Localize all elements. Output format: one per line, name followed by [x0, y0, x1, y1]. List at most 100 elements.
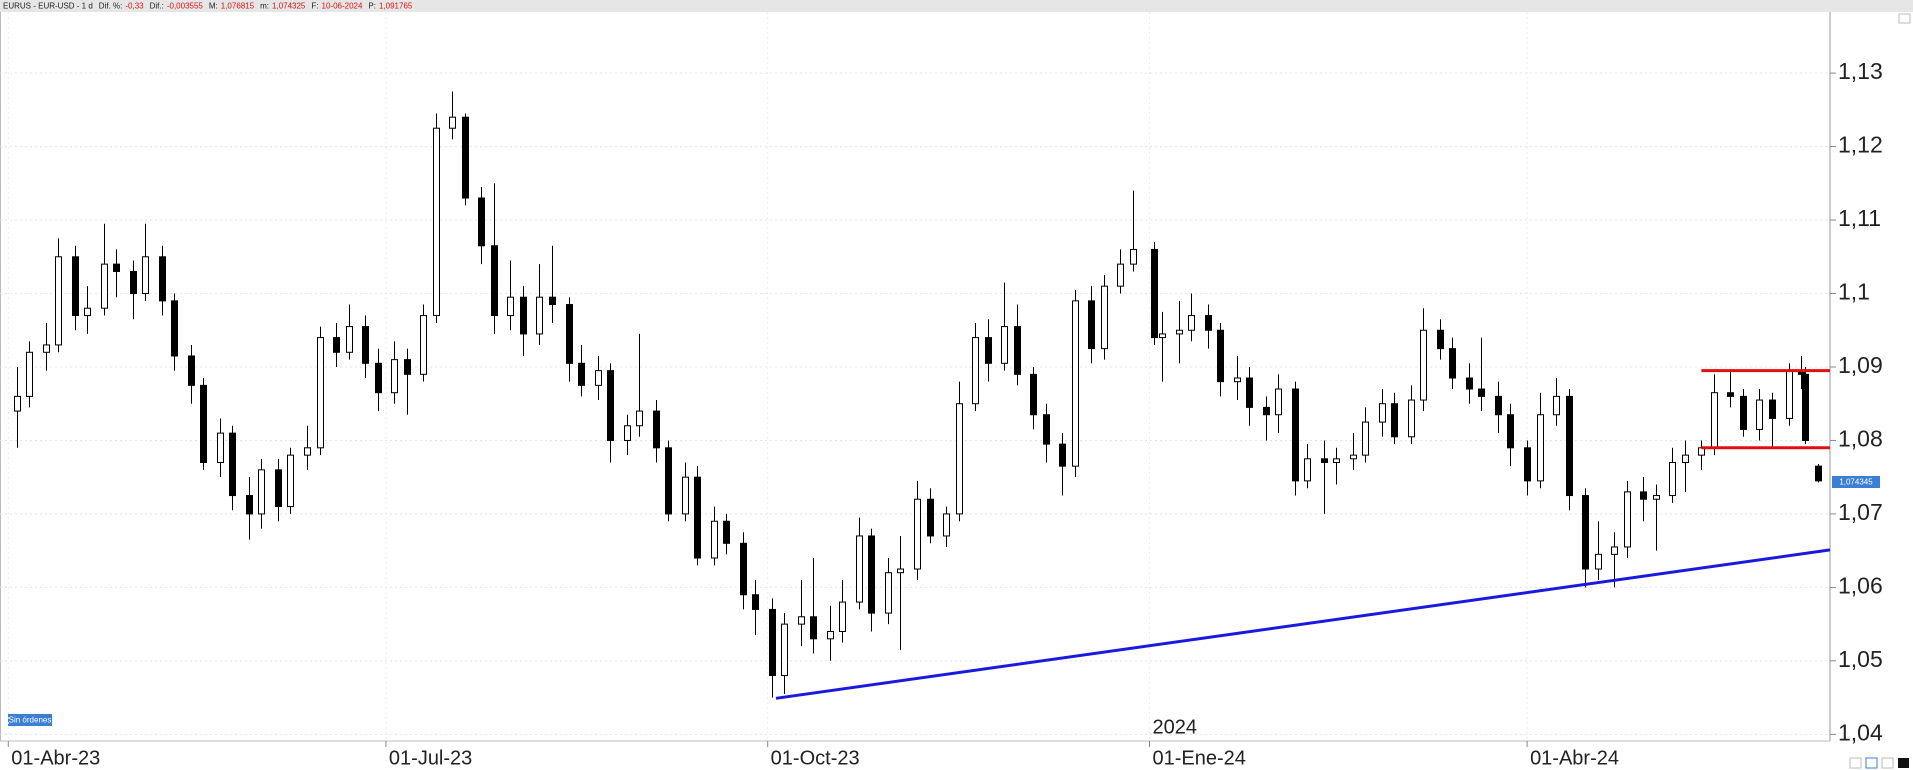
candle-body [927, 498, 934, 537]
candle-body [1246, 377, 1253, 408]
candle-body [346, 326, 353, 353]
candle-body [566, 304, 573, 364]
candle-body [1263, 406, 1270, 416]
window-button[interactable] [1865, 757, 1878, 769]
candle-body [101, 263, 108, 309]
y-tick-label: 1,13 [1838, 58, 1883, 84]
candle-body [1072, 300, 1079, 467]
header-value: -0,003555 [167, 2, 204, 11]
candle-body [275, 469, 282, 508]
candle-body [798, 616, 805, 625]
candle-body [682, 476, 689, 515]
candle-body [1669, 461, 1676, 497]
candle-body [1350, 454, 1357, 460]
candle-body [1653, 495, 1660, 500]
candle-body [1524, 447, 1531, 482]
header-label: P: [368, 2, 376, 11]
header-label: F: [311, 2, 318, 11]
candle-body [827, 630, 834, 640]
y-tick-label: 1,04 [1838, 719, 1883, 745]
candle-body [159, 256, 166, 302]
candle-body [113, 263, 120, 272]
candle-body [1275, 388, 1282, 416]
candle-body [1466, 377, 1473, 390]
candle-body [694, 476, 701, 559]
candle-body [433, 127, 440, 317]
candle-body [26, 351, 33, 397]
candle-body [1595, 553, 1602, 570]
header-label: m: [260, 2, 269, 11]
window-button[interactable] [1881, 757, 1894, 769]
candle-body [595, 370, 602, 386]
candle-body [810, 616, 817, 640]
header-label: Dif.: [150, 2, 164, 11]
candle-body [362, 326, 369, 364]
candle-body [723, 520, 730, 544]
candle-body [333, 337, 340, 353]
last-price-label: 1,074345 [1839, 478, 1873, 487]
candle-body [985, 337, 992, 364]
candle-body [200, 384, 207, 463]
last-price-box [1832, 475, 1880, 488]
candle-body [14, 395, 21, 412]
candle-body [1159, 333, 1166, 339]
candle-body [1188, 315, 1195, 331]
x-tick-label: 01-Jul-23 [389, 747, 472, 769]
candle-body [1682, 454, 1689, 463]
candle-body [1611, 546, 1618, 555]
candle-body [1478, 388, 1485, 397]
symbol: EURUS - EUR-USD - 1 d [3, 2, 93, 11]
header-value: -0,33 [125, 2, 144, 11]
candles [14, 91, 1822, 698]
candle-body [1437, 329, 1444, 350]
candle-body [304, 447, 311, 456]
candle-body [1553, 395, 1560, 416]
window-button[interactable] [1898, 758, 1909, 768]
candle-body [1449, 348, 1456, 379]
x-tick-label: 01-Oct-23 [771, 747, 860, 769]
candle-body [856, 535, 863, 603]
candle-body [1815, 465, 1822, 482]
candle-body [1043, 414, 1050, 445]
grid: 1,04 1,05 1,06 1,07 1,08 1,09 1,1 1,11 1,12 1,13 0… [0, 12, 1883, 769]
candle-body [914, 498, 921, 570]
x-tick-label: 01-Abr-24 [1530, 747, 1619, 769]
candle-body [1117, 263, 1124, 287]
x-tick-label: 01-Ene-24 [1152, 747, 1245, 769]
window-button[interactable] [1849, 757, 1862, 769]
candle-body [258, 469, 265, 515]
candle-body [1101, 285, 1108, 350]
candle-body [491, 245, 498, 317]
candle-body [520, 296, 527, 335]
candle-body [1014, 326, 1021, 375]
header-label: Dif. %: [99, 2, 123, 11]
trendline [775, 548, 1831, 700]
candle-body [711, 520, 718, 559]
header-bar [0, 0, 1913, 12]
candle-body [653, 410, 660, 449]
candle-body [1786, 370, 1793, 419]
header-value: 1,091765 [379, 2, 413, 11]
candle-body [478, 197, 485, 247]
candle-body [1582, 495, 1589, 570]
candle-body [217, 432, 224, 463]
candle-body [142, 256, 149, 295]
candle-body [507, 296, 514, 317]
candle-body [897, 568, 904, 574]
candle-body [1362, 421, 1369, 456]
candle-body [1756, 399, 1763, 430]
y-tick-label: 1,11 [1838, 205, 1881, 231]
corner-button[interactable] [1898, 13, 1911, 24]
candle-body [636, 410, 643, 427]
candle-body [1001, 326, 1008, 364]
candle-body [1030, 373, 1037, 416]
candle-body [130, 270, 137, 295]
price-axis [1830, 12, 1913, 770]
candle-body [449, 116, 456, 129]
candle-body [1408, 399, 1415, 438]
candle-body [752, 594, 759, 610]
candle-body [885, 572, 892, 614]
candle-body [1640, 491, 1647, 500]
